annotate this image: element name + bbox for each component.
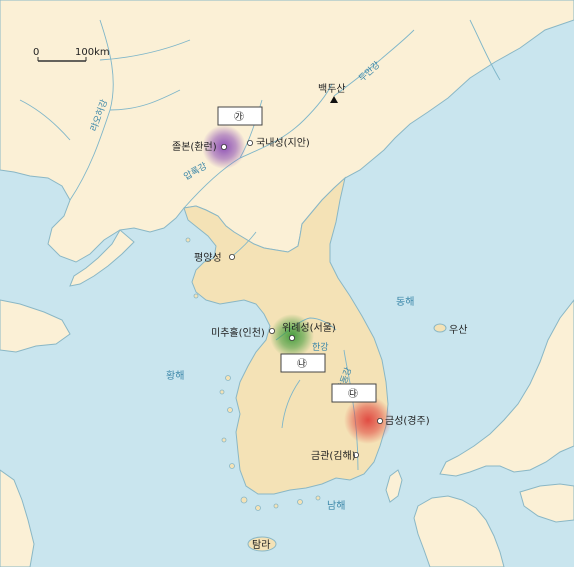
east-sea-label: 동해 <box>396 295 414 308</box>
tamna-label: 탐라 <box>252 539 270 551</box>
michuhol-label: 미추홀(인천) <box>211 326 265 339</box>
baekdu-label: 백두산 <box>318 83 346 95</box>
south-sea-label: 남해 <box>327 499 345 512</box>
shandong-land <box>0 299 71 353</box>
pyongyang-marker <box>228 253 235 260</box>
box-ga-label: ㉮ <box>234 111 244 123</box>
wiryeseong-label: 위례성(서울) <box>282 321 336 334</box>
tsushima <box>385 469 403 503</box>
gungnae-label: 국내성(지안) <box>256 137 310 149</box>
box-na: ㉯ <box>280 353 326 373</box>
japan-shikoku <box>519 483 574 523</box>
west-islands <box>185 237 321 511</box>
scale-zero: 0 <box>33 47 39 58</box>
michuhol-marker <box>268 327 275 334</box>
scale-bar: 0 100km <box>33 47 110 62</box>
river-network <box>19 19 501 471</box>
jolbon-label: 졸본(환런) <box>172 141 217 153</box>
mountain-icon <box>330 96 338 103</box>
box-na-label: ㉯ <box>297 358 307 370</box>
geumseong-label: 금성(경주) <box>385 414 430 427</box>
box-da: ㉰ <box>331 383 377 403</box>
scale-distance: 100km <box>75 47 110 58</box>
japan-honshu <box>439 299 574 477</box>
yellow-sea-label: 황해 <box>166 369 184 382</box>
tamna-island <box>247 536 277 552</box>
han-river-label: 한강 <box>312 342 329 353</box>
mainland-southwest <box>0 469 35 567</box>
gungnae-marker <box>246 139 253 146</box>
geumgwan-label: 금관(김해) <box>311 449 356 462</box>
usan-island <box>433 323 447 333</box>
box-ga: ㉮ <box>217 106 263 126</box>
geumgwan-marker <box>352 451 359 458</box>
silla-glow <box>344 396 392 444</box>
liaodong-peninsula <box>69 229 135 287</box>
baekdu-peak: 백두산 <box>318 83 346 103</box>
city-markers <box>220 139 383 458</box>
jolbon-marker <box>220 143 227 150</box>
wiryeseong-marker <box>288 334 295 341</box>
box-da-label: ㉰ <box>348 388 358 400</box>
geumseong-marker <box>376 417 383 424</box>
usan-label: 우산 <box>449 324 467 336</box>
japan-kyushu <box>413 495 505 567</box>
pyongyang-label: 평양성 <box>194 252 222 264</box>
